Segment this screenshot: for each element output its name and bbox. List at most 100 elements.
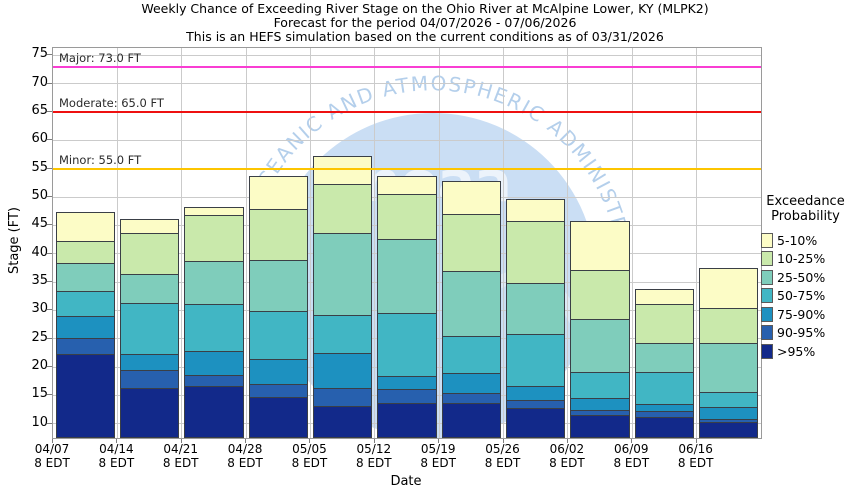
x-tick-time: 8 EDT — [677, 456, 714, 470]
x-tick-date: 05/05 — [292, 442, 327, 456]
legend: Exceedance Probability 5-10% 10-25% 25-50%… — [761, 194, 850, 361]
bar-segment-04/07-25-50% — [55, 262, 115, 293]
x-axis-title: Date — [390, 474, 422, 489]
legend-title-line1: Exceedance — [766, 194, 845, 209]
bar-segment-04/28-25-50% — [248, 259, 308, 313]
y-tick-mark — [47, 224, 52, 226]
x-tick-date: 04/21 — [163, 442, 199, 456]
legend-swatch — [761, 288, 773, 304]
y-tick-label: 25 — [31, 329, 48, 345]
bar-segment-05/19-5-10% — [441, 181, 502, 216]
bar-segment-05/12-90-95% — [377, 389, 437, 404]
bar-segment-05/26-50-75% — [506, 334, 566, 387]
x-tick-date: 05/19 — [420, 442, 456, 456]
bar-segment-04/21-75-90% — [184, 351, 244, 376]
vertical-gridline — [116, 48, 118, 438]
legend-swatch — [761, 343, 773, 359]
bar-segment-06/16->95% — [699, 422, 759, 438]
bar-segment-06/16-25-50% — [699, 342, 759, 393]
x-tick-label: 06/02 8 EDT — [539, 442, 595, 470]
vertical-gridline — [374, 48, 376, 438]
vertical-gridline — [696, 48, 698, 438]
bar-segment-04/14-50-75% — [119, 302, 180, 355]
legend-label: >95% — [777, 343, 816, 359]
plot-area: CEANIC AND ATMOSPHERIC ADMINISTR noaa Ma… — [52, 47, 762, 439]
y-tick-mark — [47, 422, 52, 424]
y-tick-mark — [47, 309, 52, 311]
bar-segment-05/05-5-10% — [312, 156, 373, 186]
threshold-line-moderate — [53, 111, 761, 114]
vertical-gridline — [181, 48, 183, 438]
vertical-gridline — [631, 48, 633, 438]
bar-segment-04/21->95% — [184, 385, 244, 438]
bar-segment-04/07-10-25% — [55, 240, 115, 264]
y-tick-label: 30 — [31, 301, 48, 317]
bar-segment-04/28-5-10% — [248, 176, 308, 210]
bar-segment-05/05-50-75% — [312, 314, 373, 355]
x-tick-mark — [502, 439, 504, 443]
legend-item-75-90%: 75-90% — [761, 305, 850, 324]
y-tick-label: 75 — [31, 46, 48, 62]
legend-label: 10-25% — [777, 251, 826, 267]
x-tick-date: 06/02 — [549, 442, 585, 456]
threshold-label-major: Major: 73.0 FT — [59, 50, 141, 65]
bar-segment-06/02-10-25% — [570, 269, 630, 320]
bar-segment-05/19-10-25% — [441, 214, 502, 272]
bar-segment-04/07-50-75% — [55, 291, 115, 318]
bar-segment-04/28-10-25% — [248, 208, 308, 261]
bar-segment-05/05-90-95% — [312, 387, 373, 408]
bar-segment-05/12-10-25% — [377, 193, 437, 241]
x-tick-mark — [309, 439, 311, 443]
bar-segment-04/21-25-50% — [184, 261, 244, 306]
horizontal-gridline — [53, 139, 761, 141]
x-tick-mark — [180, 439, 182, 443]
y-tick-label: 35 — [31, 273, 48, 289]
bar-segment-05/26-10-25% — [506, 221, 566, 284]
bar-segment-06/16-50-75% — [699, 391, 759, 408]
legend-item-90-95%: 90-95% — [761, 324, 850, 343]
vertical-gridline — [438, 48, 440, 438]
legend-label: 50-75% — [777, 288, 826, 304]
bar-segment-05/26-75-90% — [506, 385, 566, 401]
bar-segment-04/14-25-50% — [119, 273, 180, 304]
bar-segment-06/09->95% — [634, 417, 695, 438]
legend-item-10-25%: 10-25% — [761, 250, 850, 269]
bar-segment-04/28->95% — [248, 396, 308, 438]
x-tick-mark — [438, 439, 440, 443]
bar-segment-05/26-5-10% — [506, 198, 566, 223]
threshold-line-major — [53, 65, 761, 68]
bar-segment-05/05-75-90% — [312, 353, 373, 389]
threshold-label-moderate: Moderate: 65.0 FT — [59, 96, 164, 111]
x-tick-label: 04/21 8 EDT — [153, 442, 209, 470]
bar-segment-06/16-10-25% — [699, 307, 759, 344]
y-tick-label: 65 — [31, 103, 48, 119]
legend-item-5-10%: 5-10% — [761, 231, 850, 250]
bar-segment-04/07-75-90% — [55, 316, 115, 340]
y-tick-mark — [47, 337, 52, 339]
bar-segment-05/05->95% — [312, 406, 373, 438]
bar-segment-05/12->95% — [377, 402, 437, 438]
y-tick-mark — [47, 111, 52, 113]
x-tick-time: 8 EDT — [549, 456, 585, 470]
legend-swatch — [761, 306, 773, 322]
chart-subtitle: Forecast for the period 04/07/2026 - 07/… — [273, 15, 577, 30]
legend-label: 5-10% — [777, 232, 818, 248]
bar-segment-04/28-90-95% — [248, 384, 308, 398]
bar-segment-06/09-50-75% — [634, 372, 695, 405]
horizontal-gridline — [53, 54, 761, 56]
x-tick-date: 05/26 — [485, 442, 520, 456]
bar-segment-05/19-50-75% — [441, 336, 502, 374]
y-tick-mark — [47, 394, 52, 396]
legend-label: 90-95% — [777, 325, 826, 341]
bar-segment-05/05-25-50% — [312, 232, 373, 316]
x-tick-label: 06/16 8 EDT — [668, 442, 724, 470]
y-tick-label: 50 — [31, 188, 48, 204]
bar-segment-04/21-10-25% — [184, 214, 244, 263]
x-tick-time: 8 EDT — [420, 456, 456, 470]
bar-segment-06/16-75-90% — [699, 406, 759, 421]
y-tick-mark — [47, 167, 52, 169]
bar-segment-04/14-10-25% — [119, 232, 180, 275]
x-tick-mark — [52, 439, 53, 443]
x-tick-time: 8 EDT — [227, 456, 263, 470]
